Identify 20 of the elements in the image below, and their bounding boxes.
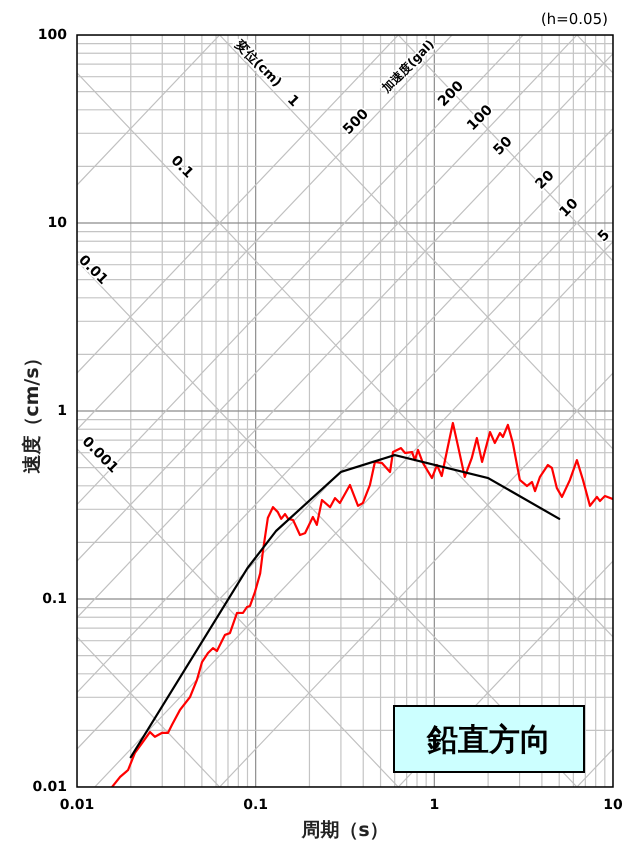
annotation: 鉛直方向 — [426, 722, 551, 758]
annotation: 50 — [490, 133, 516, 159]
y-tick-label: 0.1 — [42, 591, 67, 607]
text: (h=0.05) — [540, 10, 608, 28]
annotation: 10 — [556, 195, 582, 221]
y-tick-label: 0.01 — [32, 779, 67, 795]
annotation: 5 — [594, 226, 614, 246]
y-tick-label: 1 — [57, 403, 67, 419]
annotation: 1 — [284, 92, 302, 110]
x-tick-label: 10 — [603, 797, 623, 813]
y-tick-label: 10 — [48, 215, 68, 231]
annotation: 0.1 — [168, 152, 196, 182]
y-axis-title: 速度（cm/s） — [21, 348, 43, 474]
x-tick-label: 1 — [429, 797, 440, 813]
x-tick-label: 0.1 — [243, 797, 268, 813]
x-axis-title: 周期（s） — [300, 819, 389, 841]
annotation: 20 — [532, 167, 558, 193]
label-box: 鉛直方向 — [393, 705, 585, 773]
x-tick-label: 0.01 — [60, 797, 94, 813]
y-tick-label: 100 — [38, 27, 68, 43]
